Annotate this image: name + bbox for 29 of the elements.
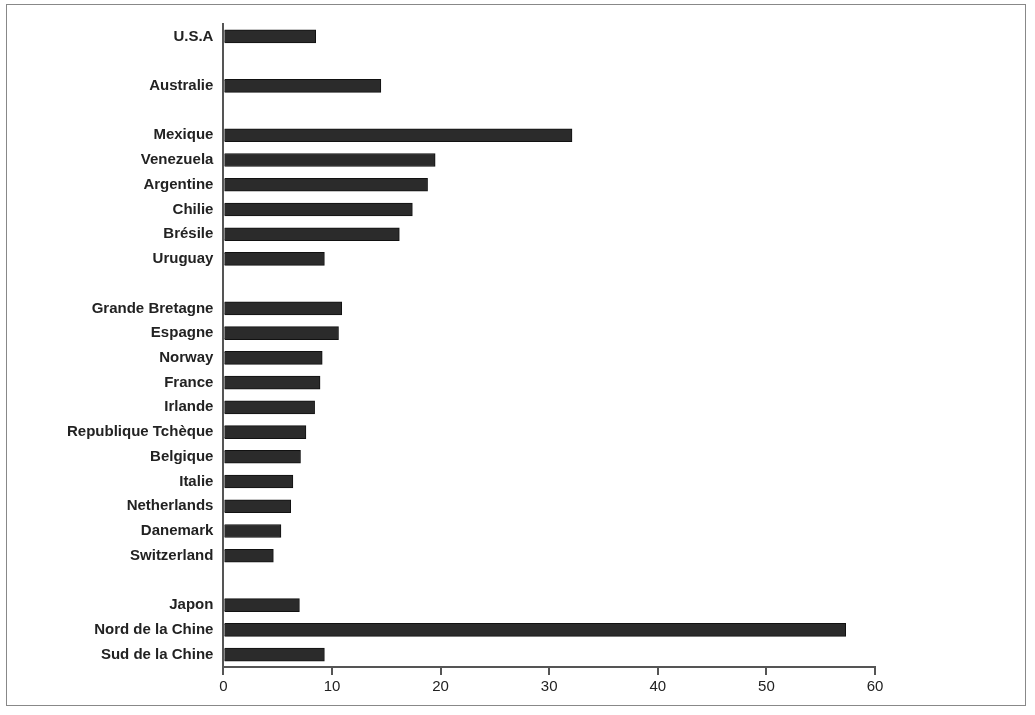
y-tick-label: Italie — [179, 471, 214, 489]
y-tick-label: Irlande — [164, 397, 214, 415]
y-tick-label: Netherlands — [126, 496, 214, 514]
y-tick-label: Brésile — [163, 224, 214, 242]
y-tick-label: Mexique — [153, 125, 214, 143]
y-tick-label: Nord de la Chine — [94, 620, 214, 638]
y-tick-label: Australie — [149, 75, 214, 93]
y-tick-label: Argentine — [143, 174, 214, 192]
y-tick-label: Espagne — [150, 323, 214, 341]
y-tick-label: Venezuela — [140, 150, 215, 168]
y-tick-label: Danemark — [140, 521, 215, 539]
x-tick-label: 50 — [758, 677, 775, 695]
y-tick-label: Chilie — [172, 199, 214, 217]
y-tick-label: Norway — [159, 348, 215, 366]
x-tick-label: 10 — [323, 677, 341, 695]
x-tick-label: 40 — [649, 677, 667, 695]
y-tick-label: Grande Bretagne — [91, 298, 214, 316]
x-tick-label: 60 — [866, 677, 884, 695]
y-tick-label: Republique Tchèque — [66, 422, 214, 440]
y-tick-label: Switzerland — [130, 545, 214, 563]
x-tick-label: 0 — [219, 677, 228, 695]
y-tick-label: U.S.A — [173, 26, 214, 44]
y-tick-label: Uruguay — [152, 249, 215, 267]
y-tick-label: Belgique — [150, 446, 214, 464]
y-tick-label: Sud de la Chine — [100, 644, 214, 662]
y-tick-label: Japon — [169, 595, 214, 613]
x-tick-label: 30 — [540, 677, 558, 695]
x-tick-label: 20 — [432, 677, 449, 695]
y-tick-label: France — [164, 372, 214, 390]
